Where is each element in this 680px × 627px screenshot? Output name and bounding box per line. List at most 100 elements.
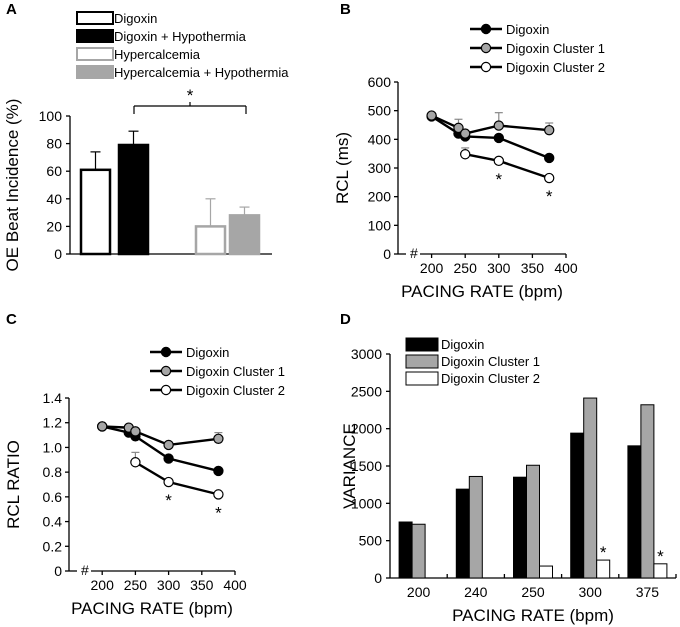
data-point bbox=[544, 124, 555, 136]
bar bbox=[539, 565, 553, 579]
y-tick-label: 1000 bbox=[351, 495, 382, 511]
legend-marker bbox=[160, 365, 172, 377]
series-line-1 bbox=[431, 114, 550, 135]
y-axis-title: RCL (ms) bbox=[333, 132, 352, 204]
y-tick-label: 0 bbox=[54, 246, 62, 262]
bar bbox=[398, 521, 413, 579]
y-tick-label: 0.4 bbox=[43, 514, 63, 530]
panel-b: B #0 100 200 300 400 500 600 200 250 300 350 400 PACI… bbox=[333, 1, 605, 301]
legend-label: Digoxin Cluster 1 bbox=[186, 364, 285, 379]
legend-marker bbox=[480, 42, 492, 54]
y-tick-label: 1.0 bbox=[43, 439, 63, 455]
panel-a-letter: A bbox=[6, 1, 17, 18]
y-axis-title: RCL RATIO bbox=[4, 440, 23, 529]
legend-label: Digoxin bbox=[441, 337, 484, 352]
y-tick-label: 60 bbox=[46, 163, 62, 179]
legend-swatch-2 bbox=[76, 47, 114, 61]
data-point bbox=[213, 489, 224, 500]
data-point bbox=[544, 172, 555, 184]
legend-label: Digoxin bbox=[506, 22, 549, 37]
data-point bbox=[130, 457, 141, 468]
bar bbox=[653, 563, 668, 579]
series-line-0 bbox=[101, 425, 219, 473]
y-tick-label: 500 bbox=[368, 103, 392, 119]
legend-label: Digoxin bbox=[114, 11, 157, 26]
x-tick-label: 200 bbox=[91, 577, 115, 593]
legend-label: Hypercalcemia + Hypothermia bbox=[114, 65, 289, 80]
significance-star: * bbox=[657, 547, 664, 566]
legend-label: Digoxin bbox=[186, 345, 229, 360]
data-point bbox=[493, 155, 504, 167]
y-tick-label: 600 bbox=[368, 74, 392, 90]
bar bbox=[570, 432, 585, 579]
x-tick-label: 400 bbox=[223, 577, 247, 593]
bar bbox=[596, 559, 611, 579]
x-tick-label: 300 bbox=[487, 260, 511, 276]
data-point bbox=[130, 426, 141, 437]
x-axis-title: PACING RATE (bpm) bbox=[452, 606, 614, 625]
y-tick-label: 20 bbox=[46, 218, 62, 234]
y-tick-label: 1500 bbox=[351, 458, 382, 474]
data-point bbox=[453, 122, 464, 134]
panel-a: A 0 20 40 60 80 100 OE Beat Incidence (%) * Digox… bbox=[3, 1, 289, 271]
axis-break-mark: # bbox=[410, 245, 418, 261]
y-tick-label: 0.2 bbox=[43, 538, 63, 554]
panel-d-letter: D bbox=[340, 311, 351, 328]
panel-letter: C bbox=[6, 311, 17, 328]
data-point bbox=[213, 465, 224, 477]
x-tick-label: 250 bbox=[124, 577, 148, 593]
data-point bbox=[163, 439, 174, 451]
panel-c: C #0 0.2 0.4 0.6 0.8 1.0 1.2 1.4 200 250 300 350 400 P… bbox=[4, 311, 285, 618]
legend-swatch bbox=[405, 371, 439, 386]
y-tick-label: 0.6 bbox=[43, 489, 63, 505]
significance-star: * bbox=[187, 86, 194, 105]
x-tick-label: 250 bbox=[521, 584, 545, 600]
y-tick-label: 0 bbox=[54, 563, 62, 579]
bar bbox=[411, 523, 426, 579]
y-tick-label: 40 bbox=[46, 191, 62, 207]
x-tick-label: 300 bbox=[579, 584, 603, 600]
y-axis-title: VARIANCE bbox=[340, 423, 359, 509]
y-tick-label: 0.8 bbox=[43, 464, 63, 480]
legend-label: Digoxin Cluster 1 bbox=[441, 354, 540, 369]
legend-label: Digoxin Cluster 2 bbox=[441, 371, 540, 386]
bar-2 bbox=[194, 225, 227, 256]
x-tick-label: 350 bbox=[190, 577, 214, 593]
significance-star: * bbox=[495, 170, 502, 189]
significance-star: * bbox=[165, 491, 172, 510]
data-point bbox=[493, 132, 504, 144]
x-tick-label: 200 bbox=[420, 260, 444, 276]
legend-marker bbox=[480, 23, 492, 35]
significance-star: * bbox=[215, 503, 222, 522]
legend-label: Hypercalcemia bbox=[114, 47, 201, 62]
y-tick-label: 400 bbox=[368, 131, 392, 147]
y-tick-label: 2500 bbox=[351, 383, 382, 399]
x-tick-label: 240 bbox=[464, 584, 488, 600]
y-tick-label: 200 bbox=[368, 189, 392, 205]
bar bbox=[513, 476, 527, 579]
axis-break-mark: # bbox=[81, 562, 89, 578]
legend-swatch bbox=[405, 354, 439, 369]
legend-marker bbox=[480, 61, 492, 73]
data-point bbox=[493, 120, 504, 131]
legend-marker bbox=[160, 384, 172, 396]
panel-d: D 0 500 1000 1500 2000 2500 3000 VARIANCE 200 240 2… bbox=[340, 311, 677, 625]
significance-star: * bbox=[546, 187, 553, 206]
legend-swatch-1 bbox=[76, 29, 114, 43]
x-axis-title: PACING RATE (bpm) bbox=[71, 599, 233, 618]
data-point bbox=[460, 128, 471, 139]
bar bbox=[526, 464, 540, 579]
y-tick-label: 100 bbox=[368, 217, 392, 233]
series-line-2 bbox=[464, 153, 550, 180]
x-tick-label: 200 bbox=[407, 584, 431, 600]
bar bbox=[455, 488, 470, 579]
data-point bbox=[96, 421, 108, 432]
bar bbox=[640, 404, 655, 579]
bar-3 bbox=[228, 214, 261, 256]
y-tick-label: 500 bbox=[359, 533, 383, 549]
significance-star: * bbox=[600, 543, 607, 562]
data-point bbox=[213, 433, 224, 444]
bar bbox=[583, 397, 598, 579]
data-point bbox=[426, 110, 437, 121]
